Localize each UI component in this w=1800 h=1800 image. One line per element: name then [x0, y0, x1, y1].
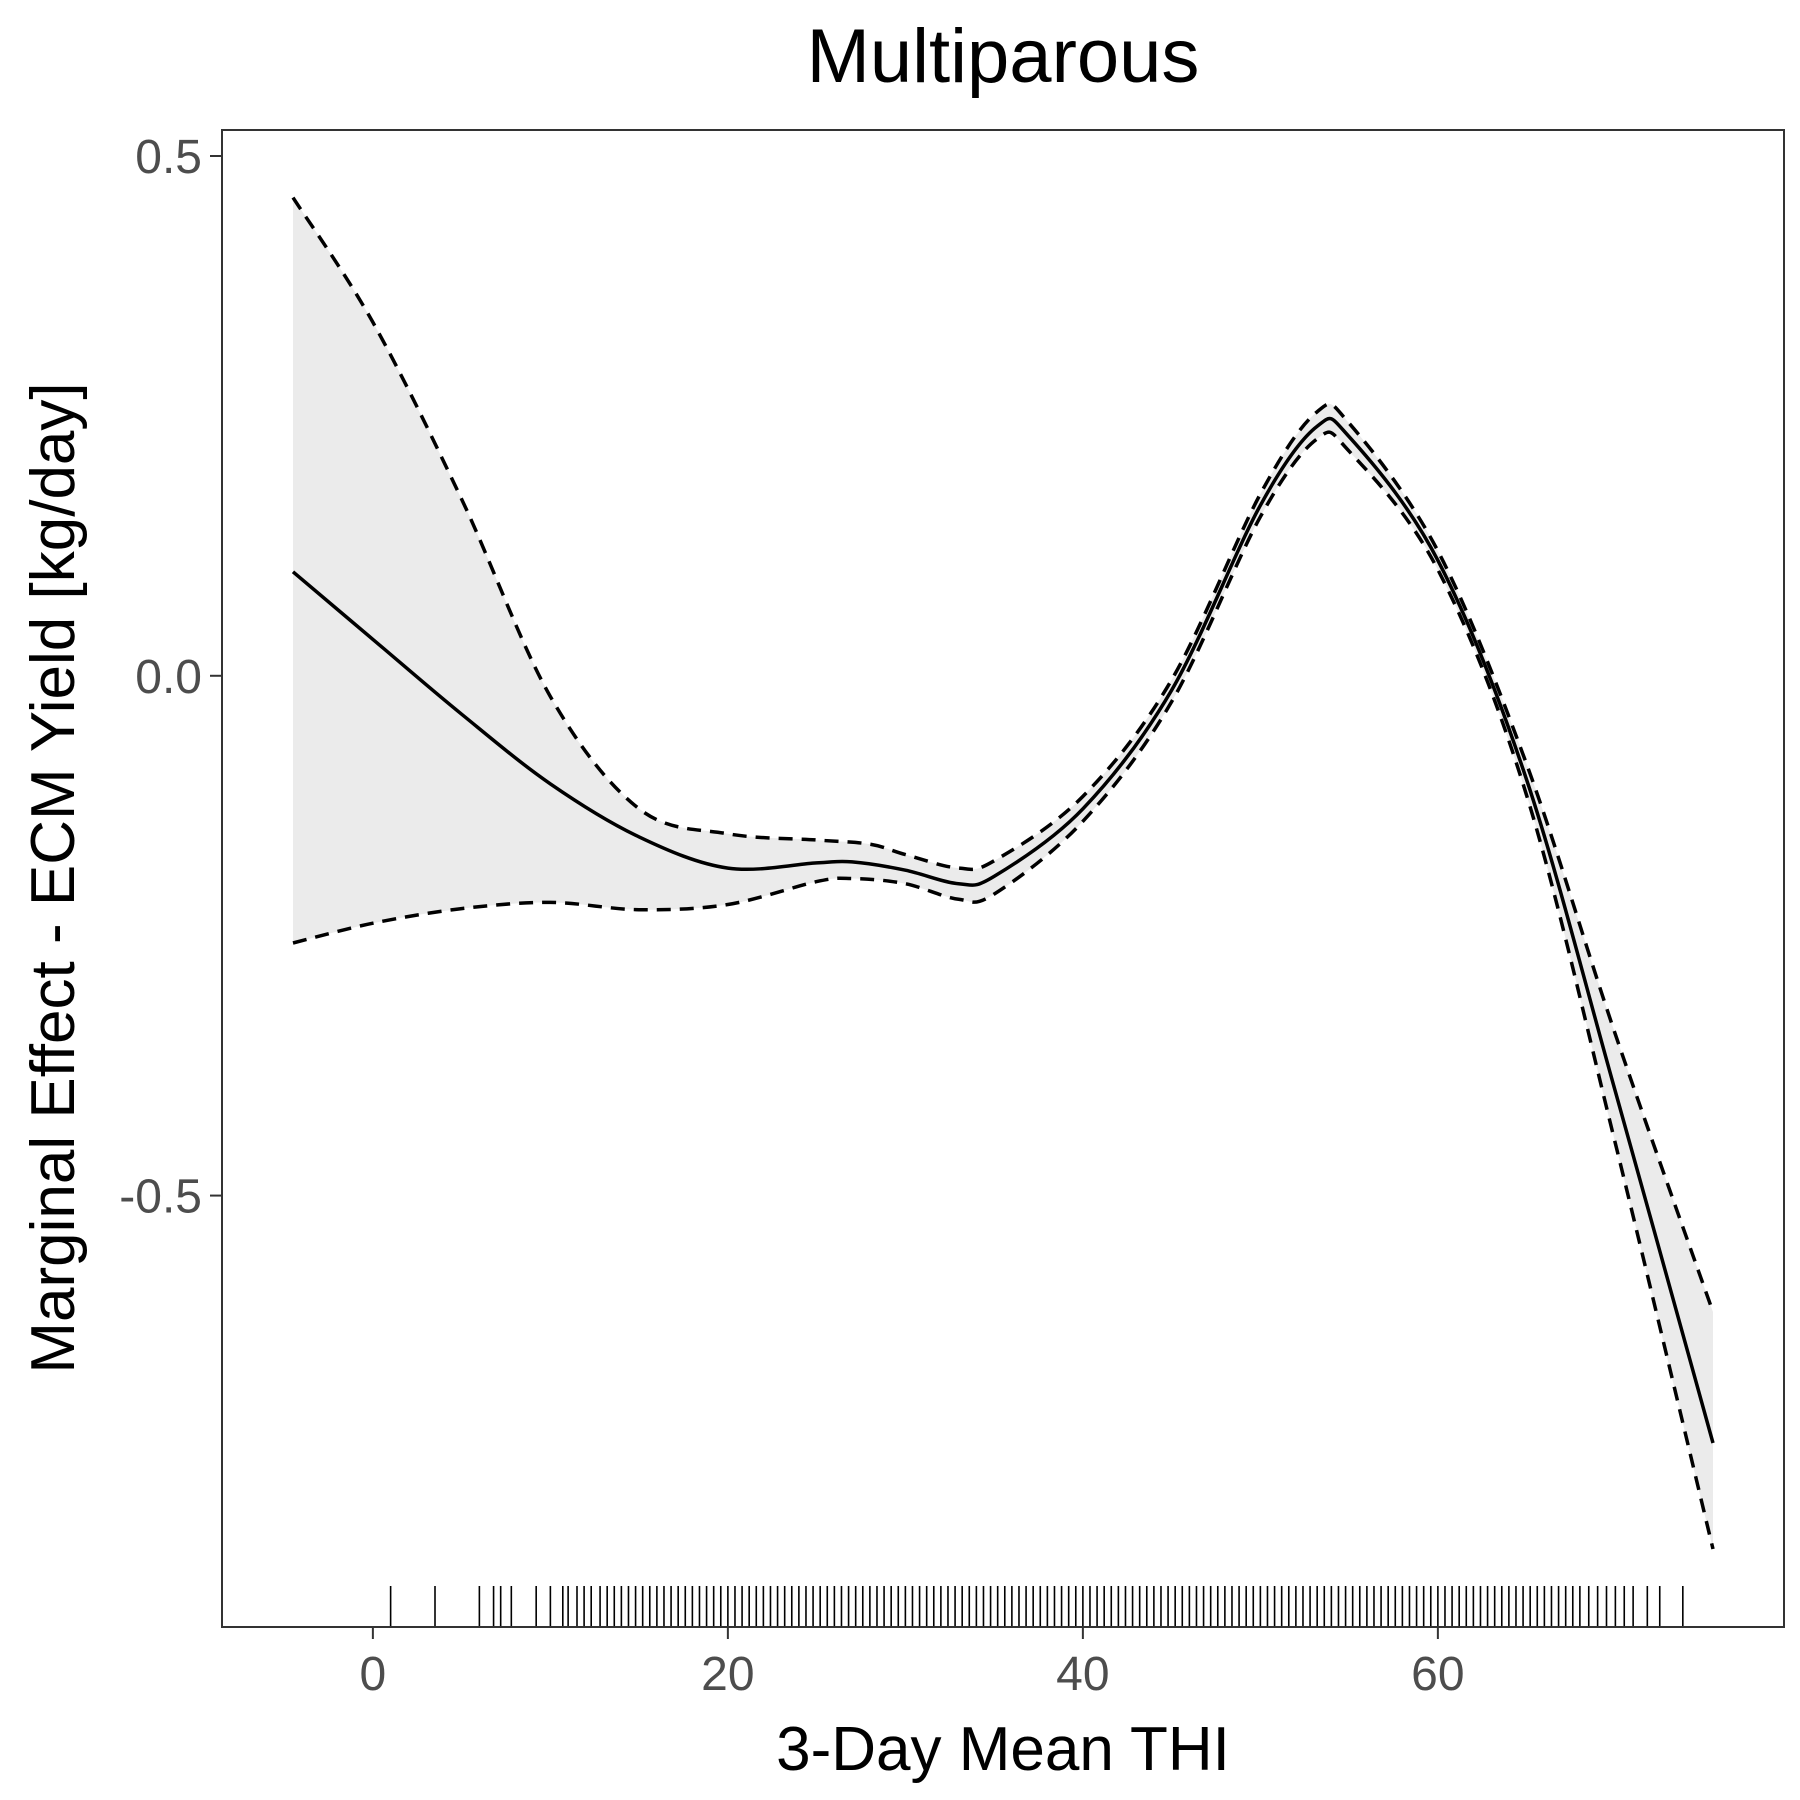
lower-bound-line: [292, 430, 1715, 1550]
panel-border: [221, 129, 1785, 1628]
x-tick-label: 40: [1056, 1648, 1109, 1701]
plot-area: [291, 196, 1715, 1627]
x-tick-label: 0: [360, 1648, 387, 1701]
y-tick-label: 0.0: [135, 651, 202, 704]
y-tick-label: 0.5: [135, 131, 202, 184]
axes: 0 20 40 60 -0.5 0.0 0.5: [119, 131, 1464, 1701]
y-axis-title: Marginal Effect - ECM Yield [kg/day]: [19, 382, 88, 1373]
chart-title: Multiparous: [807, 14, 1200, 99]
x-tick-label: 60: [1411, 1648, 1464, 1701]
estimate-line: [291, 416, 1715, 1444]
x-tick-label: 20: [701, 1648, 754, 1701]
y-tick-label: -0.5: [119, 1171, 202, 1224]
confidence-ribbon: [293, 197, 1713, 1550]
rug: [389, 1586, 1684, 1627]
upper-bound-line: [291, 196, 1715, 1313]
x-axis-title: 3-Day Mean THI: [776, 1715, 1230, 1784]
